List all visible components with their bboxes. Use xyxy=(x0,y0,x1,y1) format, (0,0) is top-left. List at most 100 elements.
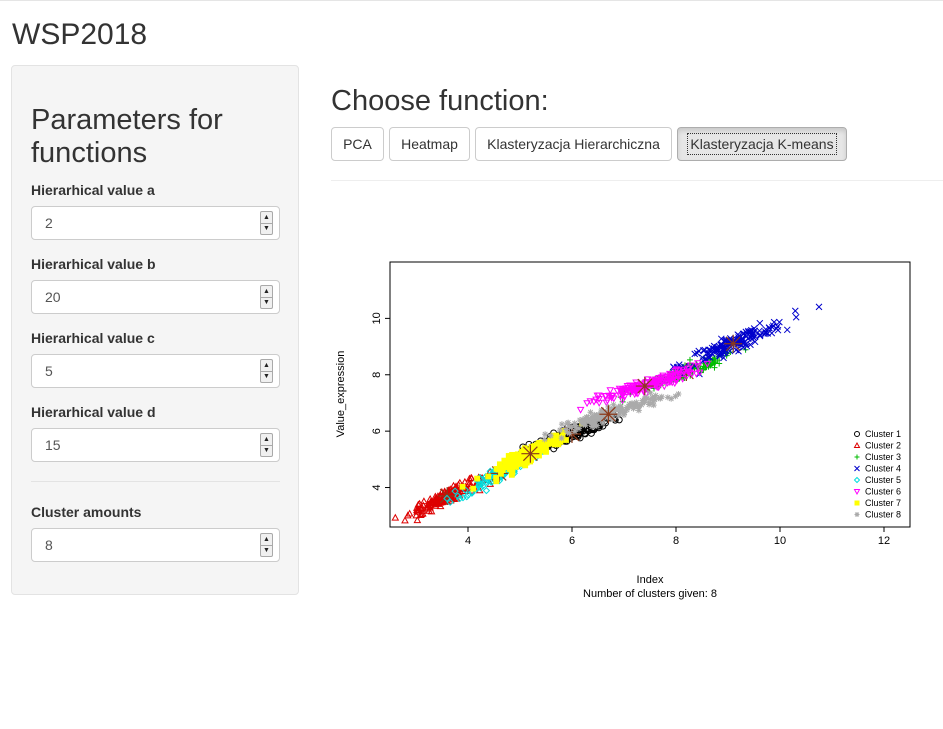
data-point xyxy=(656,377,665,385)
hierarchical-c-input[interactable]: 5 ▲ ▼ xyxy=(31,354,280,388)
stepper[interactable]: ▲ ▼ xyxy=(260,533,273,557)
plot-frame xyxy=(389,261,911,528)
kmeans-scatter-plot: 4 6 8 10 12 4 6 8 10 Index Number of clusters gi… xyxy=(335,261,911,600)
field-label-a: Hierarhical value a xyxy=(31,182,155,198)
data-point xyxy=(593,422,600,429)
data-point xyxy=(557,427,564,434)
data-point xyxy=(783,326,791,334)
data-point xyxy=(575,425,582,432)
button-label: Klasteryzacja Hierarchiczna xyxy=(487,136,660,152)
legend-label: Cluster 1 xyxy=(865,429,901,439)
data-point xyxy=(694,363,702,371)
data-point xyxy=(628,400,635,407)
hierarchical-b-input[interactable]: 20 ▲ ▼ xyxy=(31,280,280,314)
data-point xyxy=(588,420,595,427)
panel-heading: Parameters for functions xyxy=(31,104,223,169)
data-point xyxy=(391,513,400,521)
data-point xyxy=(547,432,554,439)
divider xyxy=(31,481,280,482)
decrement-icon[interactable]: ▼ xyxy=(263,373,270,380)
heatmap-button[interactable]: Heatmap xyxy=(389,127,470,161)
data-point xyxy=(635,403,642,410)
data-point xyxy=(499,467,506,474)
increment-icon[interactable]: ▲ xyxy=(261,434,272,446)
main-title: Choose function: xyxy=(331,85,549,117)
data-point xyxy=(431,492,440,500)
data-point xyxy=(614,405,621,412)
data-point xyxy=(541,436,548,443)
data-point xyxy=(711,360,718,367)
data-point xyxy=(593,392,602,400)
data-point xyxy=(403,511,412,519)
kmeans-clustering-button[interactable]: Klasteryzacja K-means xyxy=(677,127,847,161)
increment-icon[interactable]: ▲ xyxy=(261,286,272,298)
data-point xyxy=(412,511,421,519)
data-point xyxy=(743,330,751,337)
increment-icon[interactable]: ▲ xyxy=(261,534,272,546)
data-point xyxy=(566,423,573,430)
data-point xyxy=(545,440,551,447)
data-point xyxy=(603,397,612,405)
decrement-icon[interactable]: ▼ xyxy=(263,225,270,232)
hierarchical-a-input[interactable]: 2 ▲ ▼ xyxy=(31,206,280,240)
stepper[interactable]: ▲ ▼ xyxy=(260,359,273,383)
hierarchical-clustering-button[interactable]: Klasteryzacja Hierarchiczna xyxy=(475,127,672,161)
data-point xyxy=(672,393,679,400)
data-point xyxy=(470,485,477,492)
data-point xyxy=(610,395,618,403)
data-point xyxy=(558,435,565,442)
data-point xyxy=(664,394,671,401)
pca-button[interactable]: PCA xyxy=(331,127,384,161)
data-point xyxy=(431,500,440,508)
data-point xyxy=(600,420,607,427)
data-point xyxy=(792,313,800,321)
data-point xyxy=(773,325,780,333)
increment-icon[interactable]: ▲ xyxy=(261,360,272,372)
data-point xyxy=(436,502,445,510)
data-point xyxy=(616,410,623,417)
data-point xyxy=(751,333,759,341)
data-point xyxy=(571,420,578,427)
series-7 xyxy=(459,420,585,492)
hierarchical-d-input[interactable]: 15 ▲ ▼ xyxy=(31,428,280,462)
decrement-icon[interactable]: ▼ xyxy=(263,447,270,454)
y-axis-label: Value_expression xyxy=(335,351,347,438)
legend-symbol xyxy=(854,500,860,506)
decrement-icon[interactable]: ▼ xyxy=(263,547,270,554)
data-point xyxy=(704,353,712,361)
data-point xyxy=(478,479,486,488)
data-point xyxy=(436,498,445,506)
increment-icon[interactable]: ▲ xyxy=(261,212,272,224)
stepper[interactable]: ▲ ▼ xyxy=(260,433,273,457)
series-8 xyxy=(541,389,682,443)
data-point xyxy=(693,349,701,357)
cluster-amounts-input[interactable]: 8 ▲ ▼ xyxy=(31,528,280,562)
data-point xyxy=(686,362,695,370)
data-point xyxy=(522,449,529,455)
data-point xyxy=(562,426,569,433)
data-point xyxy=(748,335,755,343)
data-point xyxy=(672,371,681,379)
y-tick-label: 4 xyxy=(371,484,383,490)
legend-symbol xyxy=(854,465,860,472)
input-value: 2 xyxy=(45,215,53,231)
stepper[interactable]: ▲ ▼ xyxy=(260,211,273,235)
data-point xyxy=(449,495,458,502)
chart-subtitle: Number of clusters given: 8 xyxy=(583,588,717,600)
decrement-icon[interactable]: ▼ xyxy=(263,299,270,306)
data-point xyxy=(694,360,702,368)
data-point xyxy=(638,401,645,408)
data-point xyxy=(579,420,586,427)
data-point xyxy=(581,419,588,426)
data-point xyxy=(663,379,672,387)
data-point xyxy=(641,395,648,402)
data-point xyxy=(645,399,652,406)
stepper[interactable]: ▲ ▼ xyxy=(260,285,273,309)
data-point xyxy=(513,463,520,470)
data-point xyxy=(606,387,615,395)
data-point xyxy=(756,319,764,327)
data-point xyxy=(431,495,440,503)
data-point xyxy=(604,414,611,421)
data-point xyxy=(633,399,640,406)
data-point xyxy=(683,372,691,380)
